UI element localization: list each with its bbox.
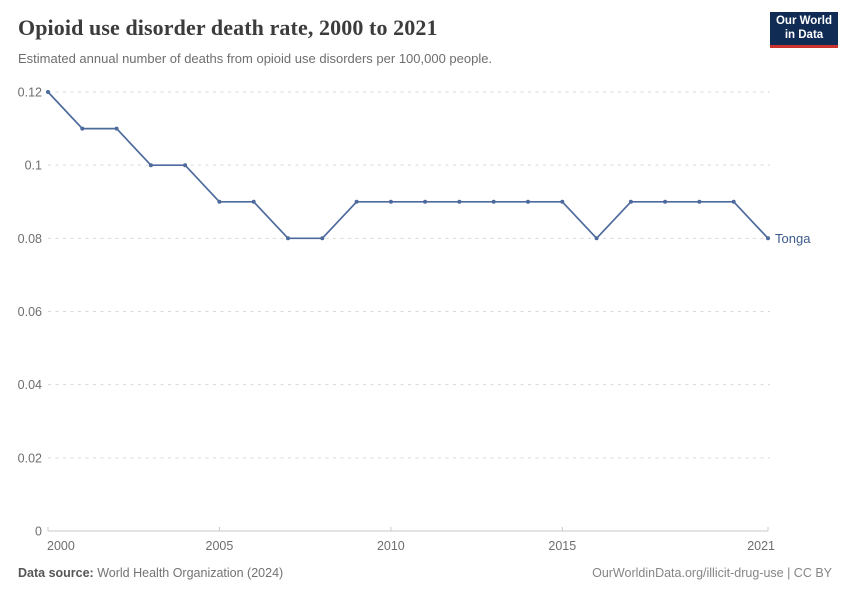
x-tick-label: 2021 (747, 539, 775, 553)
data-point (697, 199, 702, 204)
data-point (388, 199, 393, 204)
series-label-tonga: Tonga (775, 231, 811, 246)
x-tick-label: 2015 (548, 539, 576, 553)
data-point (80, 126, 85, 131)
y-tick-label: 0 (35, 525, 42, 539)
y-tick-label: 0.06 (18, 305, 42, 319)
data-source: Data source: World Health Organization (… (18, 566, 283, 580)
owid-logo[interactable]: Our World in Data (770, 12, 838, 48)
data-point (320, 236, 325, 241)
data-point (114, 126, 119, 131)
data-source-label: Data source: (18, 566, 94, 580)
data-point (46, 90, 50, 94)
data-point (594, 236, 599, 241)
data-point (286, 236, 290, 241)
data-point (354, 199, 359, 204)
data-point (663, 199, 668, 204)
x-tick-label: 2010 (377, 539, 405, 553)
data-line-tonga (47, 91, 769, 240)
y-tick-label: 0.02 (18, 451, 42, 465)
data-point (731, 199, 736, 204)
data-point (457, 199, 462, 204)
y-tick-label: 0.1 (25, 159, 42, 173)
data-point (766, 236, 770, 241)
y-tick-label: 0.12 (18, 86, 42, 100)
data-point (628, 199, 633, 204)
chart-title: Opioid use disorder death rate, 2000 to … (18, 15, 438, 40)
x-tick-label: 2000 (47, 539, 75, 553)
data-point (183, 163, 188, 168)
chart-footer: Data source: World Health Organization (… (18, 566, 832, 580)
data-point (217, 199, 222, 204)
owid-logo-line2: in Data (784, 28, 824, 41)
y-tick-label: 0.08 (18, 232, 42, 246)
data-point (423, 199, 428, 204)
data-source-value: World Health Organization (2024) (97, 566, 284, 580)
owid-logo-line1: Our World (775, 14, 832, 27)
data-point (491, 199, 496, 204)
data-point (526, 199, 530, 204)
data-point (560, 199, 565, 204)
x-tick-label: 2005 (206, 539, 234, 553)
data-point (251, 199, 256, 204)
data-point (148, 163, 153, 168)
chart-subtitle: Estimated annual number of deaths from o… (18, 51, 493, 66)
credit-link[interactable]: OurWorldinData.org/illicit-drug-use | CC… (592, 566, 832, 580)
y-tick-label: 0.04 (18, 378, 42, 392)
line-chart: 0 0.02 0.04 0.06 0.08 0.1 0.12 2000 2005 2010 2015… (18, 86, 812, 554)
